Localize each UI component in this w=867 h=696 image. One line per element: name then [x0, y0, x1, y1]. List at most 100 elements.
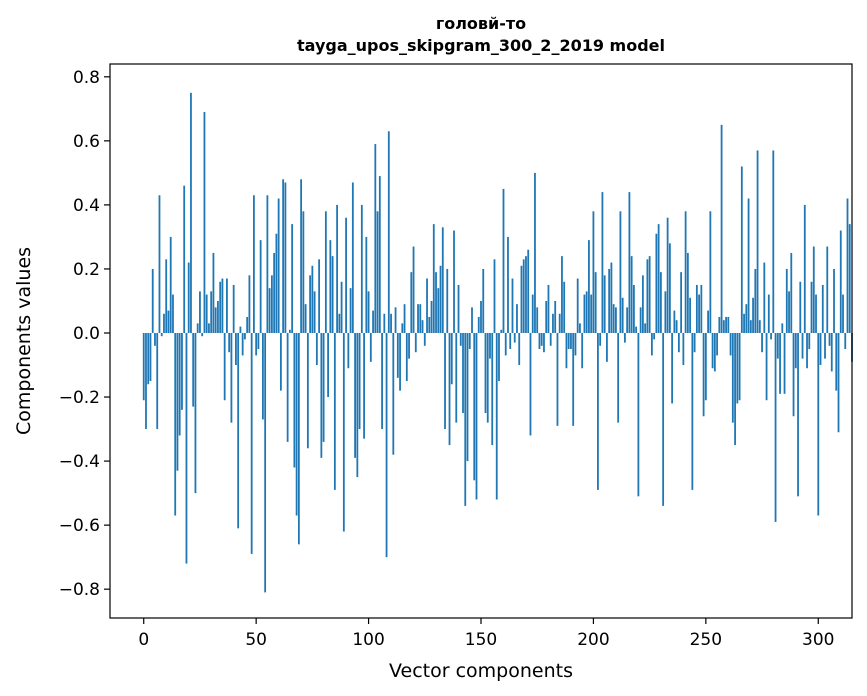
bar-199: [590, 294, 593, 333]
bar-293: [801, 332, 804, 359]
bar-76: [313, 291, 316, 333]
y-tick-label: 0.4: [73, 196, 100, 216]
bar-167: [518, 332, 521, 366]
bar-75: [311, 265, 314, 333]
bar-302: [821, 284, 824, 333]
bar-26: [201, 332, 204, 337]
bar-85: [333, 332, 336, 490]
bar-263: [734, 332, 736, 446]
bar-222: [641, 275, 644, 333]
bar-66: [291, 224, 294, 333]
bar-141: [459, 332, 462, 346]
bar-217: [630, 256, 633, 333]
bar-209: [612, 304, 615, 333]
bar-171: [527, 249, 530, 333]
bar-253: [711, 332, 714, 369]
bar-110: [390, 313, 392, 333]
bar-241: [684, 211, 687, 333]
bar-131: [437, 288, 440, 333]
bar-158: [498, 332, 500, 382]
bar-219: [635, 326, 638, 333]
bar-150: [480, 300, 482, 333]
bar-7: [158, 195, 161, 333]
bar-175: [536, 307, 539, 333]
bar-96: [358, 332, 361, 430]
bar-146: [471, 307, 473, 333]
bar-119: [410, 272, 413, 333]
bar-275: [761, 332, 763, 353]
bar-311: [842, 294, 844, 333]
bar-267: [743, 313, 745, 333]
bar-296: [808, 332, 811, 349]
bar-244: [691, 332, 694, 490]
bar-98: [363, 332, 365, 439]
plot-frame: [109, 63, 853, 619]
bar-256: [718, 316, 721, 333]
bar-278: [767, 294, 770, 333]
bar-254: [713, 332, 716, 372]
x-tick-label: 150: [465, 630, 497, 650]
bar-56: [268, 288, 271, 333]
bar-271: [752, 297, 754, 333]
bar-270: [749, 320, 752, 333]
bar-200: [592, 211, 595, 333]
x-tick-label: 50: [245, 630, 267, 650]
y-tick-label: −0.6: [59, 516, 100, 536]
bar-304: [826, 246, 829, 333]
bar-53: [262, 332, 264, 420]
bar-242: [686, 252, 689, 333]
bar-15: [176, 332, 179, 471]
bar-44: [241, 332, 244, 356]
bar-192: [574, 332, 577, 356]
x-axis-ticks: 0 50 100 150 200 250 300: [138, 618, 834, 650]
bar-306: [830, 332, 833, 372]
bar-19: [185, 332, 188, 564]
bar-71: [302, 211, 305, 333]
chart-title: головй-то: [436, 14, 526, 33]
bar-25: [199, 291, 201, 333]
bar-149: [477, 316, 480, 333]
bar-39: [230, 332, 233, 423]
bar-36: [223, 332, 226, 401]
bar-89: [342, 332, 345, 532]
bar-301: [819, 332, 822, 366]
bar-108: [385, 332, 388, 558]
bar-144: [466, 332, 469, 462]
bar-74: [309, 275, 312, 333]
bar-50: [255, 332, 258, 356]
bar-43: [239, 326, 242, 333]
bar-37: [226, 278, 228, 333]
bar-42: [237, 332, 240, 529]
bar-169: [522, 259, 525, 333]
bar-51: [257, 332, 260, 349]
bar-240: [682, 332, 685, 366]
bar-102: [372, 310, 374, 333]
bar-55: [266, 195, 269, 333]
bar-113: [396, 332, 399, 378]
x-tick-label: 200: [577, 630, 609, 650]
bar-246: [695, 284, 698, 333]
bar-104: [376, 211, 379, 333]
bar-308: [835, 332, 838, 391]
bar-16: [178, 332, 181, 436]
bar-109: [387, 131, 390, 333]
bar-279: [770, 332, 772, 340]
bar-38: [228, 332, 231, 353]
bar-269: [747, 198, 750, 333]
bar-190: [570, 332, 572, 349]
bar-99: [365, 236, 368, 333]
bar-210: [615, 307, 617, 333]
bar-11: [167, 310, 170, 333]
bar-1: [145, 332, 147, 430]
bar-88: [340, 281, 343, 333]
bar-235: [671, 332, 674, 404]
bar-4: [151, 268, 154, 333]
bar-180: [547, 284, 550, 333]
bar-203: [599, 332, 602, 346]
bar-310: [839, 230, 842, 333]
bar-152: [484, 332, 487, 414]
bar-80: [322, 332, 325, 442]
bar-191: [572, 332, 575, 426]
bar-164: [511, 278, 514, 333]
